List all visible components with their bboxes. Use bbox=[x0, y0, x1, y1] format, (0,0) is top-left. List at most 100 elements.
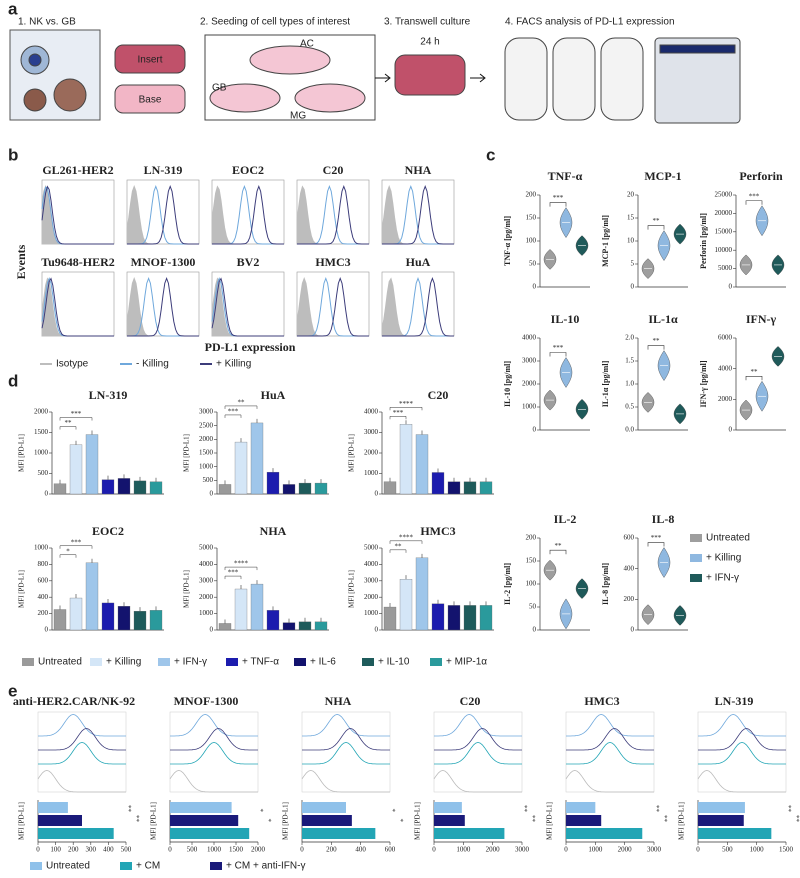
histogram-frame bbox=[565, 711, 655, 793]
y-tick-label: 5000 bbox=[718, 264, 733, 272]
y-tick-label: 1000 bbox=[522, 403, 537, 411]
bar bbox=[698, 802, 745, 813]
bar bbox=[463, 605, 477, 631]
bar bbox=[566, 828, 643, 839]
bar bbox=[415, 557, 429, 631]
y-axis-label: TNF-α [pg/ml] bbox=[503, 216, 512, 266]
cell-label: MG bbox=[290, 111, 306, 122]
bar bbox=[415, 434, 429, 495]
x-tick-label: 500 bbox=[187, 846, 198, 854]
significance-bracket bbox=[389, 407, 423, 411]
histogram-curve bbox=[170, 713, 258, 737]
y-axis-label: IFN-γ [pg/ml] bbox=[699, 360, 708, 407]
cell-label: GB bbox=[212, 83, 227, 94]
histogram-title: EOC2 bbox=[232, 163, 264, 177]
x-tick-label: 1500 bbox=[779, 846, 794, 854]
y-tick-label: 4000 bbox=[364, 408, 379, 416]
significance: *** bbox=[553, 194, 564, 202]
histogram-title: HMC3 bbox=[315, 255, 350, 269]
legend-label: + Killing bbox=[106, 657, 141, 668]
chart-title: NHA bbox=[325, 694, 352, 708]
y-tick-label: 0 bbox=[631, 283, 635, 291]
bar bbox=[383, 481, 397, 495]
bar bbox=[250, 422, 264, 495]
significance: ** bbox=[796, 815, 800, 823]
step-label: 2. Seeding of cell types of interest bbox=[200, 17, 350, 28]
significance-bracket bbox=[647, 225, 665, 230]
bar bbox=[463, 481, 477, 495]
bar bbox=[431, 472, 445, 495]
panel-label: b bbox=[8, 145, 18, 164]
significance: * bbox=[260, 808, 268, 812]
y-axis-label: MFI [PD-L1] bbox=[18, 434, 26, 472]
histogram-curve bbox=[297, 276, 369, 337]
significance: *** bbox=[71, 410, 82, 418]
y-tick-label: 2500 bbox=[199, 421, 214, 429]
significance: * bbox=[268, 818, 276, 822]
bar bbox=[566, 815, 602, 826]
y-tick-label: 0 bbox=[375, 490, 379, 498]
y-tick-label: 20 bbox=[627, 191, 635, 199]
y-tick-label: 0 bbox=[533, 283, 537, 291]
histogram-curve bbox=[566, 713, 654, 737]
bar bbox=[434, 828, 505, 839]
y-tick-label: 3000 bbox=[199, 576, 214, 584]
y-tick-label: 2000 bbox=[364, 593, 379, 601]
y-tick-label: 10000 bbox=[715, 246, 733, 254]
histogram-curve bbox=[381, 184, 454, 245]
bar bbox=[479, 481, 493, 495]
significance-bracket bbox=[647, 345, 665, 350]
histogram-curve bbox=[382, 276, 454, 337]
legend-swatch bbox=[294, 658, 306, 666]
histogram-curve bbox=[212, 184, 284, 245]
x-tick-label: 1000 bbox=[588, 846, 603, 854]
x-tick-label: 1000 bbox=[456, 846, 471, 854]
chart-title: Perforin bbox=[739, 169, 783, 183]
histogram-curve bbox=[37, 769, 126, 793]
significance: ** bbox=[555, 542, 563, 550]
bar bbox=[302, 815, 352, 826]
histogram-title: C20 bbox=[323, 163, 344, 177]
y-tick-label: 200 bbox=[38, 609, 49, 617]
y-tick-label: 2000 bbox=[199, 593, 214, 601]
bar bbox=[85, 562, 99, 631]
significance: ** bbox=[532, 815, 540, 823]
insert-label: Insert bbox=[137, 55, 162, 66]
x-tick-label: 100 bbox=[50, 846, 61, 854]
bar bbox=[101, 602, 115, 631]
y-tick-label: 0 bbox=[210, 626, 214, 634]
legend-swatch bbox=[226, 658, 238, 666]
y-tick-label: 400 bbox=[38, 593, 49, 601]
significance: **** bbox=[234, 560, 249, 568]
y-tick-label: 2000 bbox=[522, 380, 537, 388]
chart-title: NHA bbox=[260, 524, 287, 538]
base-label: Base bbox=[139, 95, 162, 106]
y-tick-label: 5000 bbox=[364, 544, 379, 552]
histogram-curve bbox=[126, 276, 199, 337]
bar bbox=[69, 597, 83, 631]
histogram-curve bbox=[698, 741, 786, 765]
chart-title: MNOF-1300 bbox=[174, 694, 239, 708]
significance: *** bbox=[228, 408, 239, 416]
chart-title: IL-10 bbox=[551, 312, 580, 326]
histogram-curve bbox=[41, 185, 114, 245]
y-tick-label: 3000 bbox=[364, 576, 379, 584]
legend-label: Untreated bbox=[706, 533, 750, 544]
step-label: 4. FACS analysis of PD-L1 expression bbox=[505, 17, 675, 28]
histogram-curve bbox=[296, 185, 369, 245]
significance-bracket bbox=[224, 575, 242, 580]
significance: ** bbox=[238, 399, 246, 407]
chart-title: IFN-γ bbox=[746, 312, 777, 326]
y-tick-label: 200 bbox=[526, 534, 537, 542]
x-tick-label: 2000 bbox=[618, 846, 633, 854]
bar bbox=[218, 484, 232, 495]
x-tick-label: 0 bbox=[168, 846, 172, 854]
x-tick-label: 0 bbox=[36, 846, 40, 854]
histogram-title: NHA bbox=[405, 163, 432, 177]
histogram-frame bbox=[301, 711, 391, 793]
y-tick-label: 150 bbox=[526, 557, 537, 565]
legend-swatch bbox=[210, 862, 222, 870]
y-tick-label: 3000 bbox=[199, 408, 214, 416]
y-tick-label: 25000 bbox=[715, 191, 733, 199]
y-axis-label: MFI [PD-L1] bbox=[18, 570, 26, 608]
